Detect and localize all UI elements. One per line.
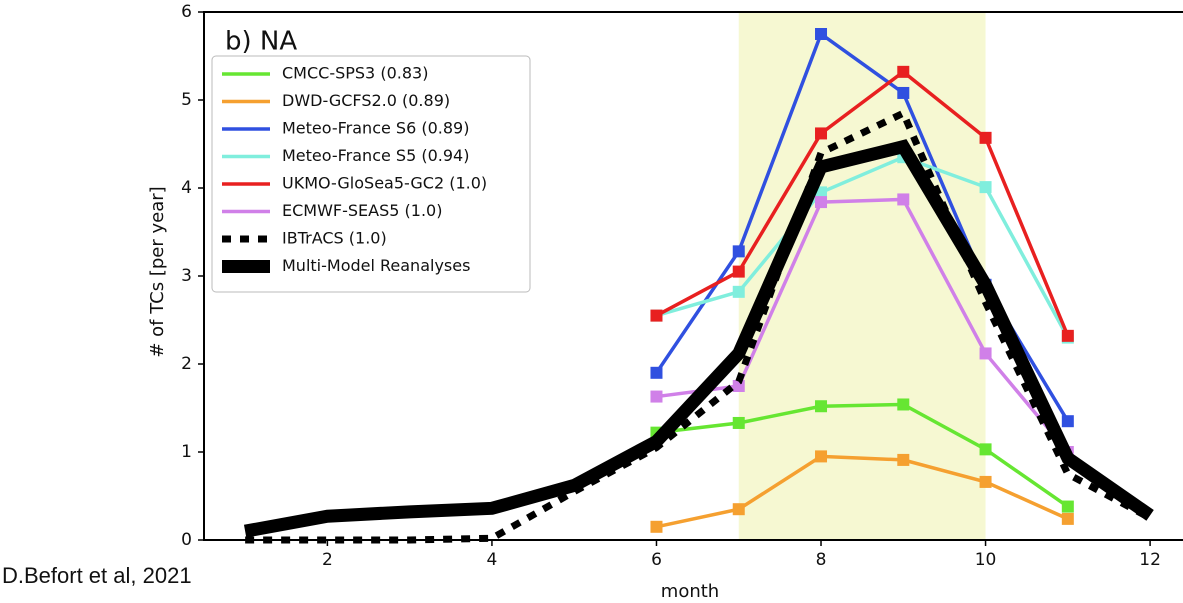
x-axis-label: month — [661, 581, 719, 602]
point-marker — [815, 450, 827, 462]
point-marker — [650, 391, 662, 403]
point-marker — [980, 443, 992, 455]
x-tick-label: 12 — [1139, 550, 1161, 570]
x-tick-label: 2 — [322, 550, 333, 570]
chart-title: b) NA — [225, 27, 297, 57]
x-tick-label: 4 — [487, 550, 498, 570]
point-marker — [897, 454, 909, 466]
point-marker — [815, 28, 827, 40]
y-tick-label: 4 — [181, 178, 192, 198]
chart: 012345624681012CMCC-SPS3 (0.83)DWD-GCFS2… — [0, 0, 1183, 603]
legend-label: IBTrACS (1.0) — [282, 229, 387, 248]
point-marker — [1062, 415, 1074, 427]
legend-label: Multi-Model Reanalyses — [282, 256, 470, 275]
point-marker — [980, 347, 992, 359]
point-marker — [1062, 330, 1074, 342]
point-marker — [1062, 501, 1074, 513]
page: 012345624681012CMCC-SPS3 (0.83)DWD-GCFS2… — [0, 0, 1183, 603]
point-marker — [650, 310, 662, 322]
point-marker — [733, 503, 745, 515]
x-tick-label: 8 — [816, 550, 827, 570]
point-marker — [897, 66, 909, 78]
point-marker — [733, 417, 745, 429]
point-marker — [815, 127, 827, 139]
y-tick-label: 0 — [181, 530, 192, 550]
point-marker — [980, 476, 992, 488]
legend-label: UKMO-GloSea5-GC2 (1.0) — [282, 174, 487, 193]
point-marker — [733, 245, 745, 257]
point-marker — [650, 367, 662, 379]
legend-label: ECMWF-SEAS5 (1.0) — [282, 201, 442, 220]
credit: D.Befort et al, 2021 — [2, 563, 192, 588]
point-marker — [897, 398, 909, 410]
point-marker — [980, 181, 992, 193]
point-marker — [897, 193, 909, 205]
legend-label: DWD-GCFS2.0 (0.89) — [282, 91, 450, 110]
point-marker — [897, 87, 909, 99]
point-marker — [1062, 513, 1074, 525]
y-tick-label: 2 — [181, 354, 192, 374]
legend-label: Meteo-France S5 (0.94) — [282, 146, 469, 165]
y-tick-label: 3 — [181, 266, 192, 286]
legend-label: Meteo-France S6 (0.89) — [282, 119, 469, 138]
y-tick-label: 6 — [181, 2, 192, 22]
x-tick-label: 6 — [651, 550, 662, 570]
point-marker — [980, 132, 992, 144]
point-marker — [815, 196, 827, 208]
y-tick-label: 5 — [181, 90, 192, 110]
point-marker — [650, 521, 662, 533]
legend-label: CMCC-SPS3 (0.83) — [282, 64, 428, 83]
point-marker — [733, 286, 745, 298]
point-marker — [815, 400, 827, 412]
point-marker — [733, 266, 745, 278]
y-axis-label: # of TCs [per year] — [147, 186, 168, 357]
y-tick-label: 1 — [181, 442, 192, 462]
x-tick-label: 10 — [975, 550, 997, 570]
